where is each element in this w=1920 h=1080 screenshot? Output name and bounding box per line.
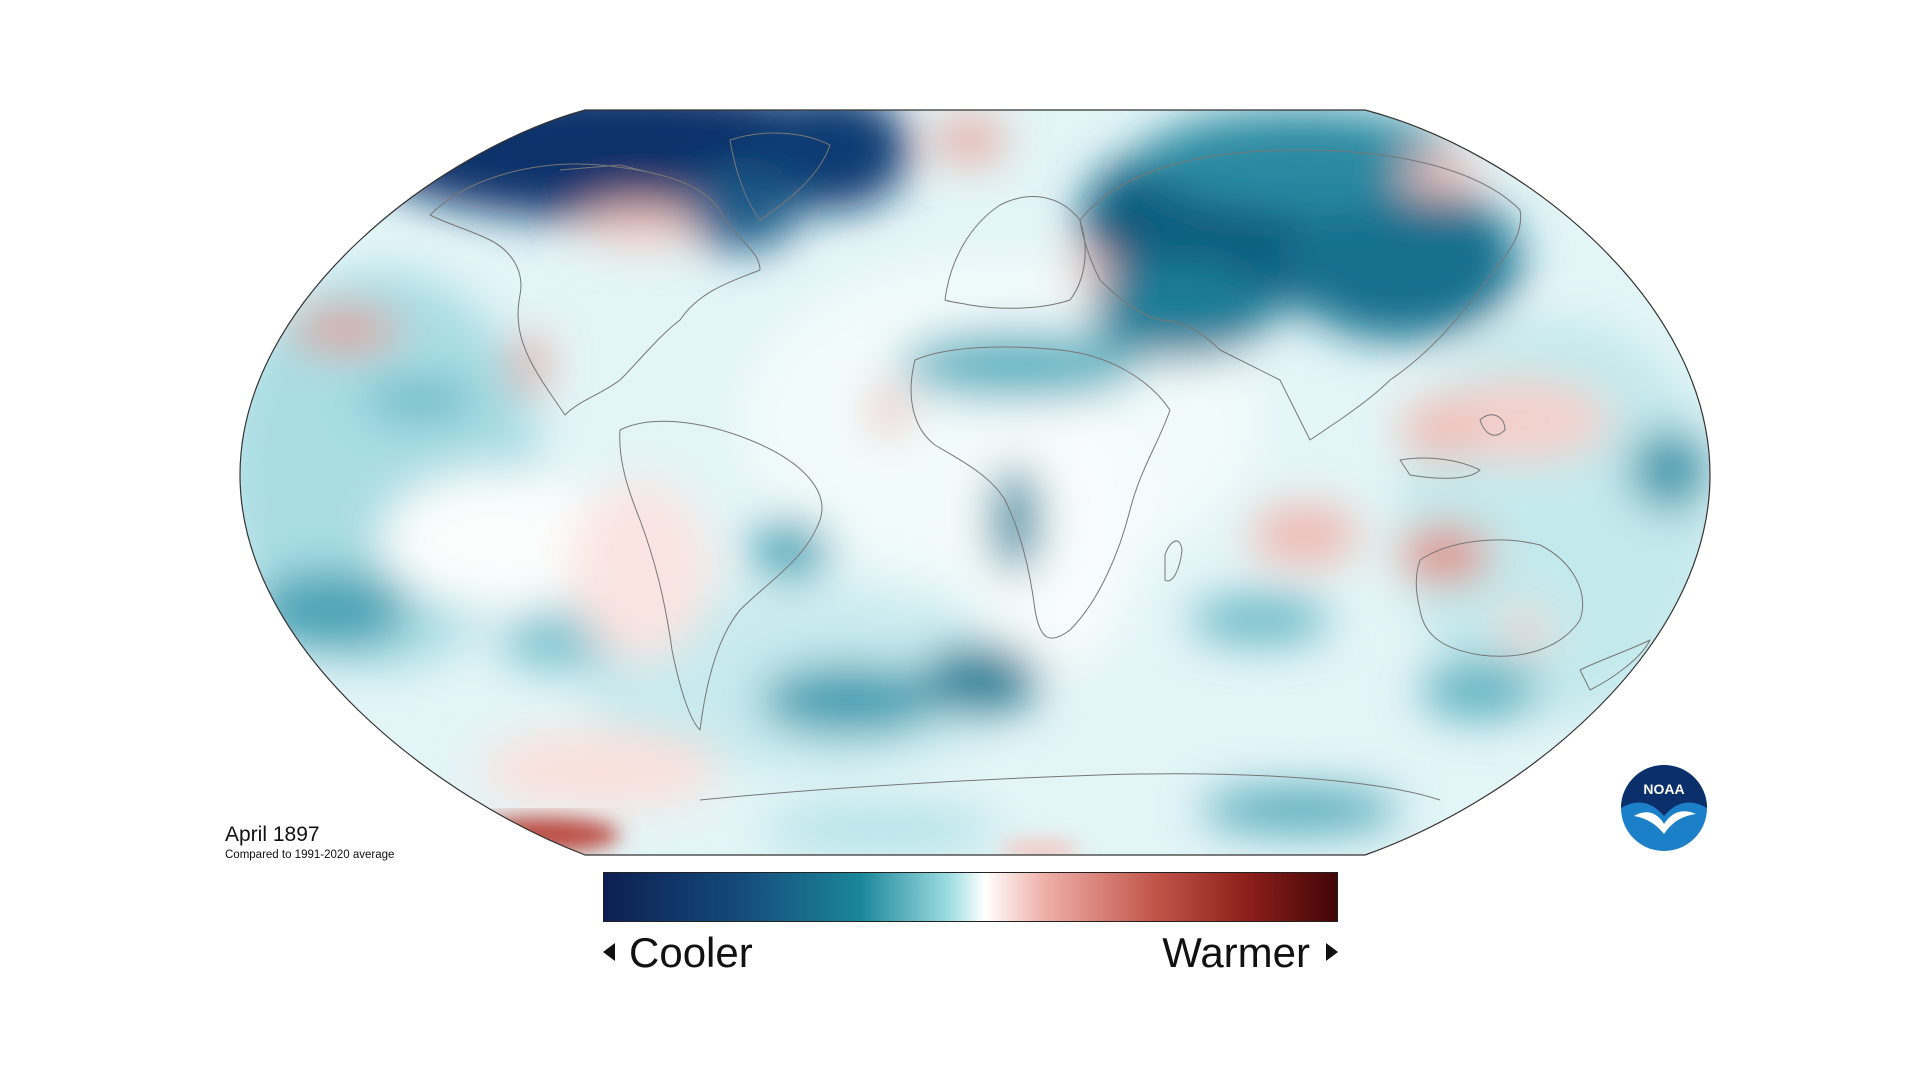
map-frame [239, 109, 1711, 856]
cooler-legend: Cooler [603, 928, 753, 978]
right-arrow-icon [1326, 942, 1338, 961]
logo-text: NOAA [1643, 781, 1684, 797]
seagull-icon [1634, 811, 1696, 834]
baseline-note: Compared to 1991-2020 average [225, 849, 395, 861]
coastlines [429, 132, 1651, 801]
left-arrow-icon [603, 942, 615, 961]
anomaly-field [240, 110, 1710, 855]
anomaly-colorbar [603, 872, 1338, 922]
logo-upper [1621, 765, 1707, 816]
cooler-label: Cooler [629, 929, 753, 976]
warmer-legend: Warmer [1162, 928, 1338, 978]
map-caption: April 1897 Compared to 1991-2020 average [225, 822, 394, 863]
noaa-logo: NOAA [1621, 765, 1707, 851]
period-label: April 1897 [225, 823, 320, 846]
warmer-label: Warmer [1162, 929, 1310, 976]
